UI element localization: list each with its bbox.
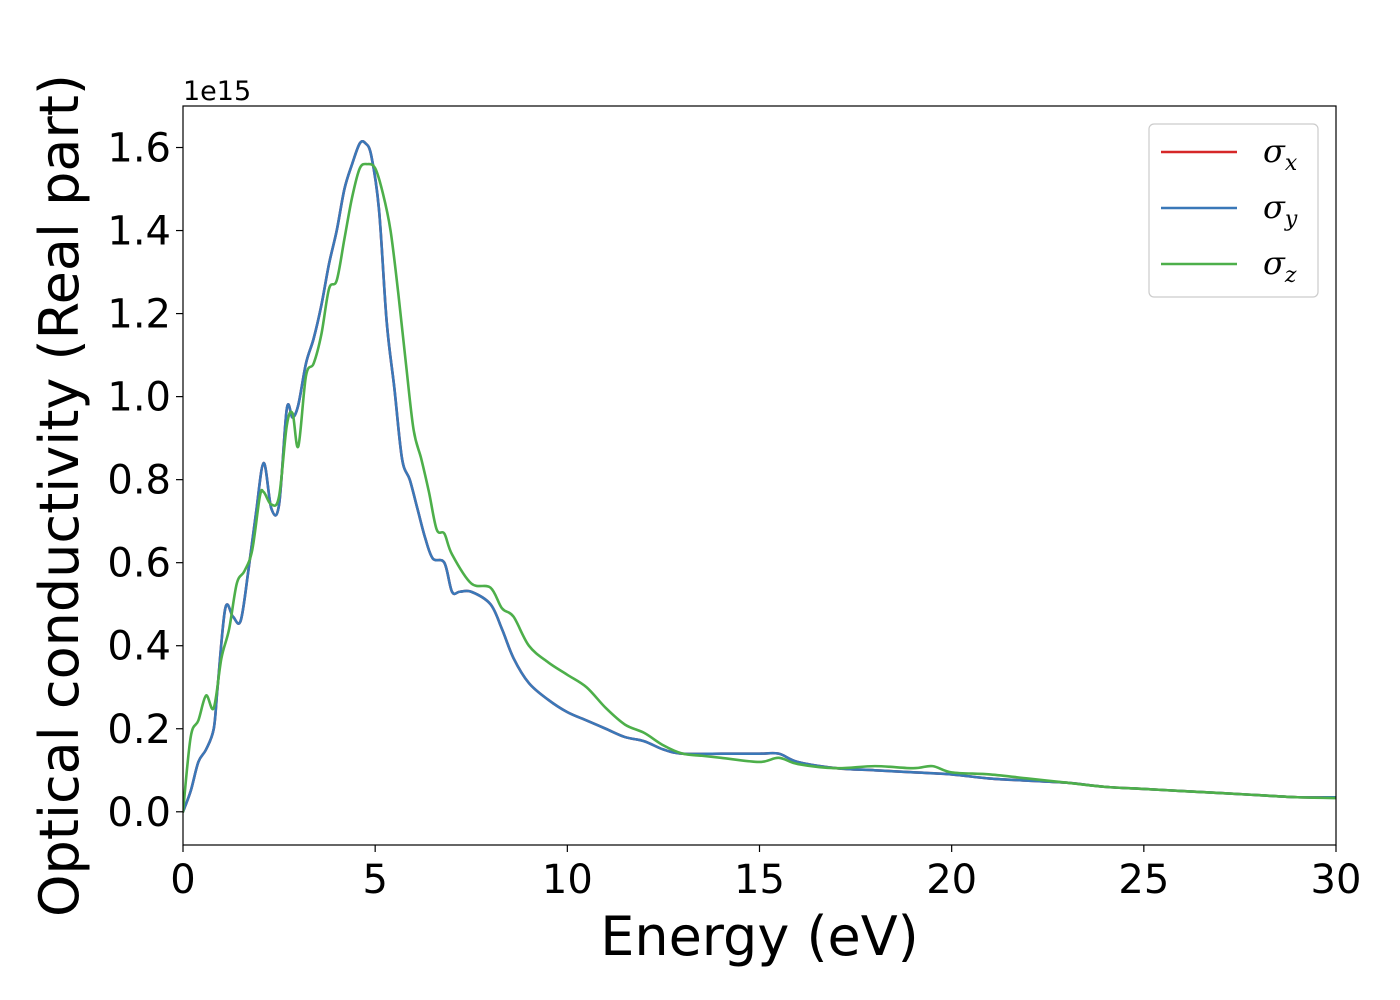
y-tick-label: 0.8 — [107, 458, 171, 504]
y-tick-label: 0.6 — [107, 541, 171, 587]
legend-label-sigma-y: σy — [1263, 188, 1298, 232]
series-line-sigma-y — [183, 139, 1336, 814]
x-tick-label: 25 — [1118, 857, 1169, 903]
y-tick-label: 1.6 — [107, 126, 171, 172]
y-offset-label: 1e15 — [183, 76, 251, 107]
y-tick-label: 1.0 — [107, 375, 171, 421]
y-axis-title: Optical conductivity (Real part) — [28, 74, 91, 917]
x-tick-label: 0 — [170, 857, 195, 903]
y-tick-label: 0.2 — [107, 707, 171, 753]
x-tick-label: 30 — [1311, 857, 1362, 903]
y-tick-label: 1.4 — [107, 209, 171, 255]
legend-label-sigma-z: σz — [1263, 244, 1297, 288]
x-tick-label: 15 — [734, 857, 785, 903]
axes-layer: 0 5 10 15 20 25 30 0.0 0.2 0.4 0.6 0.8 1.0 1.2 1.4 1.6 — [107, 126, 1361, 903]
legend-box — [1148, 123, 1319, 298]
y-tick-label: 1.2 — [107, 292, 171, 338]
y-tick-label: 0.0 — [107, 790, 171, 836]
y-tick-label: 0.4 — [107, 624, 171, 670]
x-axis-title: Energy (eV) — [600, 905, 919, 968]
legend: σx σy σz — [1148, 123, 1319, 298]
x-tick-label: 5 — [362, 857, 387, 903]
legend-label-sigma-x: σx — [1263, 132, 1298, 176]
series-line-sigma-z — [183, 162, 1336, 814]
x-tick-label: 20 — [926, 857, 977, 903]
x-tick-label: 10 — [542, 857, 593, 903]
plot-layer — [183, 139, 1336, 814]
